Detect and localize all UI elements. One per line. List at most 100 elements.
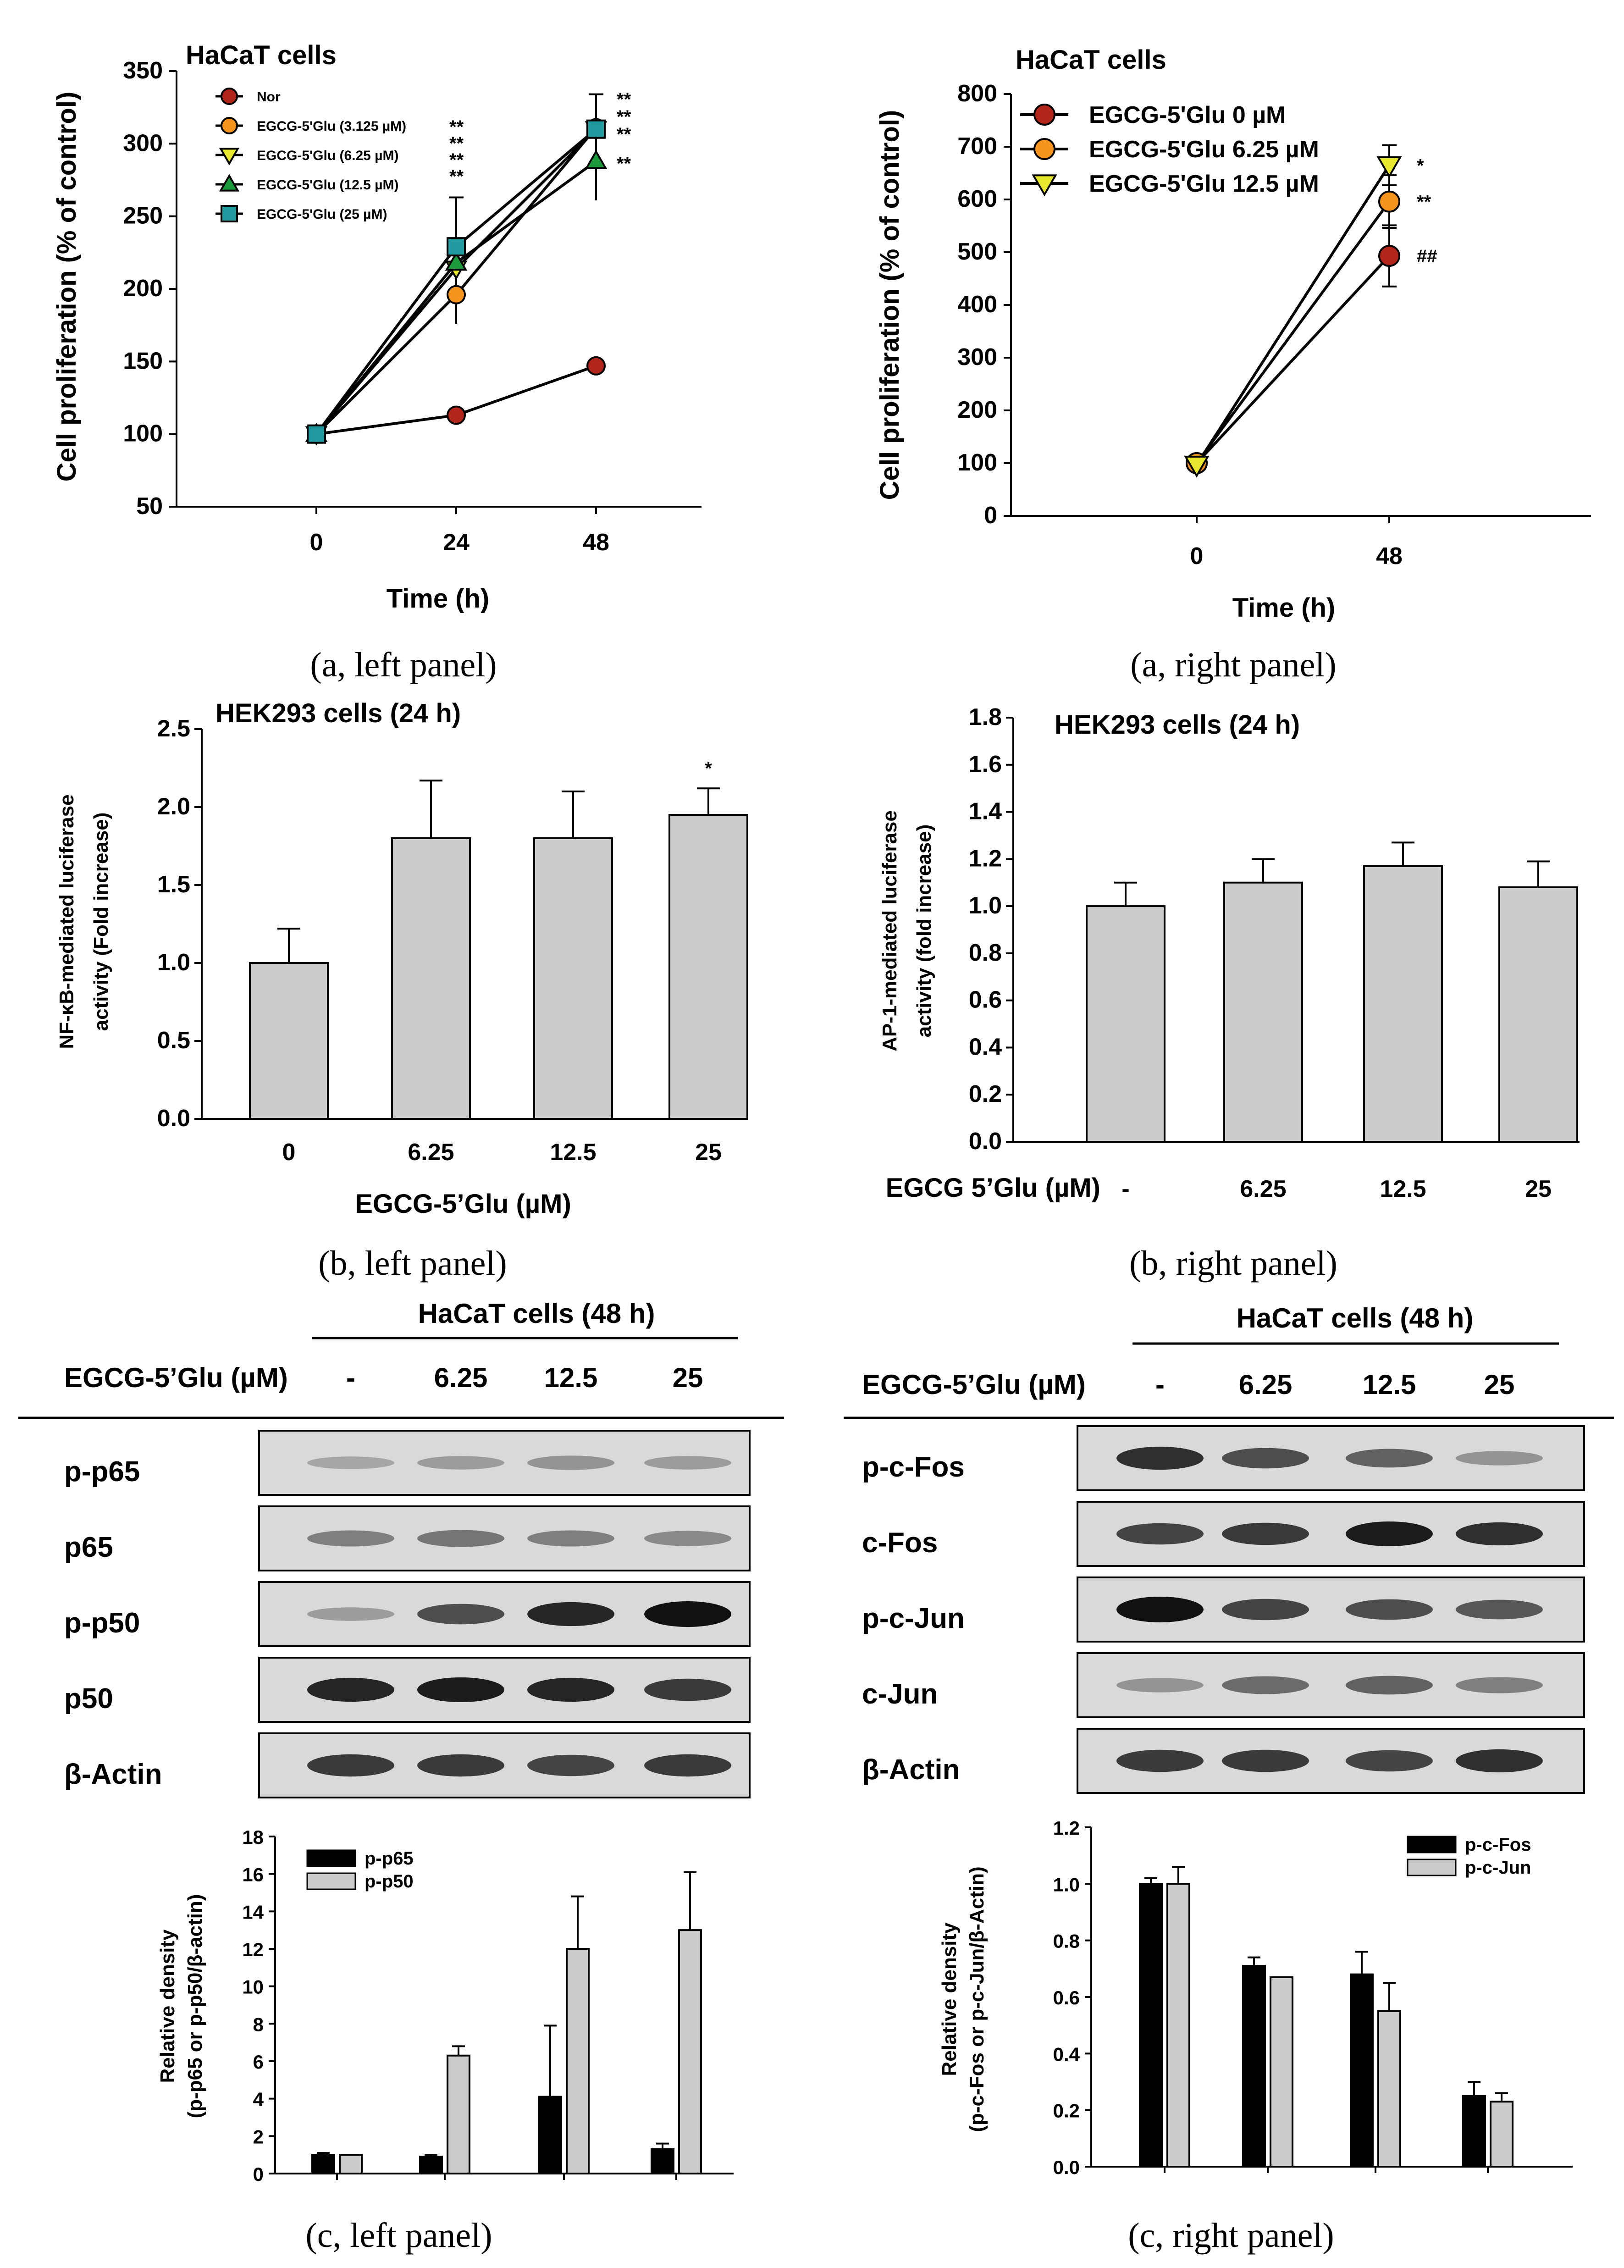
- aR-series-0-point-1: [1378, 245, 1400, 267]
- chart-c-right: 0.0 0.2 0.4 0.6 0.8 1.0 1.2 p-c-Fos p-c-Jun Rel…: [938, 1817, 1573, 2255]
- a-right-legend: EGCG-5'Glu 0 µM EGCG-5'Glu 6.25 µM EGCG-5'…: [1020, 102, 1319, 197]
- cL-blot-band-1-3: [644, 1531, 731, 1546]
- cR-blot-band-0-2: [1346, 1449, 1433, 1468]
- cL-blot-band-1-2: [527, 1530, 614, 1547]
- bL-yticks-label-5: 2.5: [157, 715, 190, 742]
- cR-blot-band-4-1: [1222, 1749, 1309, 1772]
- cR-blot-band-2-0: [1116, 1597, 1204, 1622]
- cL-blot-band-2-2: [527, 1602, 614, 1626]
- bR-xlabel-1: 6.25: [1240, 1176, 1286, 1202]
- aL-series-4-point-1: [447, 237, 466, 257]
- bL-yticks-label-2: 1.0: [157, 949, 190, 976]
- c-left-treatment-3: 25: [673, 1362, 703, 1393]
- a-left-ylabel: Cell proliferation (% of control): [52, 92, 82, 482]
- cR-s0-bar-1: [1242, 1965, 1266, 2168]
- b-left-y-ticks: 0.0 0.5 1.0 1.5 2.0 2.5: [157, 715, 202, 1132]
- cL-yticks-label-5: 10: [242, 1976, 264, 1998]
- aR-yticks-label-5: 500: [957, 238, 997, 265]
- chart-a-left-title: HaCaT cells: [186, 40, 337, 70]
- cL-blot-band-4-2: [527, 1754, 614, 1776]
- c-left-blot-membranes: [258, 1430, 751, 1798]
- aR-series-1-line: [1195, 200, 1391, 464]
- aR-yticks-label-7: 700: [957, 133, 997, 160]
- bR-bar-1: [1223, 881, 1303, 1143]
- a-right-series: ##***: [1184, 144, 1437, 478]
- cL-yticks-label-6: 12: [242, 1939, 264, 1960]
- b-left-ylabel-line2: activity (Fold increase): [90, 813, 112, 1031]
- c-left-ylabel-line2: (p-p65 or p-p50/β-actin): [184, 1894, 206, 2119]
- cR-blot-band-4-2: [1346, 1750, 1433, 1772]
- bL-bar-0: [249, 962, 329, 1120]
- c-right-bars: [1139, 1866, 1514, 2173]
- caption-a-right: (a, right panel): [1130, 646, 1336, 684]
- aL-series-0-point-1: [447, 405, 466, 425]
- bL-xlabel-1: 6.25: [408, 1139, 454, 1166]
- aR-legend-1-marker: [1033, 138, 1055, 160]
- cR-blot-band-2-2: [1346, 1599, 1433, 1620]
- cL-legend-label-1: p-p50: [365, 1871, 414, 1892]
- aL-legend-1-marker: [221, 117, 238, 134]
- aL-yticks-label-2: 150: [123, 348, 163, 374]
- cR-s0-bar-2: [1350, 1973, 1374, 2168]
- bR-xlabel-0: -: [1121, 1176, 1129, 1202]
- aL-series-4-point-2: [586, 119, 606, 139]
- a-right-x-ticks: 0 48: [1190, 516, 1403, 570]
- caption-c-right: (c, right panel): [1128, 2216, 1334, 2255]
- cL-s0-bar-3: [651, 2148, 674, 2174]
- aR-yticks-label-0: 0: [984, 502, 997, 529]
- cR-legend-label-0: p-c-Fos: [1465, 1835, 1531, 1855]
- aL-legend-3-label: EGCG-5'Glu (12.5 µM): [257, 177, 398, 193]
- cL-s0-bar-1: [419, 2156, 443, 2174]
- a-left-significance: ****************: [449, 89, 631, 187]
- cL-s1-bar-2: [566, 1948, 590, 2174]
- aL-sig48-1: **: [617, 107, 631, 127]
- aL-yticks-label-1: 100: [123, 420, 163, 447]
- cL-blot-band-3-2: [527, 1677, 614, 1702]
- caption-a-left: (a, left panel): [310, 646, 497, 684]
- aR-yticks-label-8: 800: [957, 80, 997, 107]
- chart-b-right: HEK293 cells (24 h) 0.0 0.2 0.4 0.6 0.8 1.0 1.…: [878, 704, 1580, 1283]
- c-right-ylabel-line2: (p-c-Fos or p-c-Jun/β-Actin): [966, 1866, 988, 2132]
- blot-c-left: HaCaT cells (48 h) EGCG-5’Glu (µM) - 6.2…: [18, 1298, 784, 1798]
- chart-b-left: HEK293 cells (24 h) 0.0 0.5 1.0 1.5 2.0 2.5 *…: [55, 698, 748, 1283]
- c-left-treatment-label: EGCG-5’Glu (µM): [64, 1362, 288, 1393]
- aR-series-2-sig: *: [1417, 155, 1424, 176]
- cL-s1-bar-3: [678, 1929, 702, 2174]
- cL-legend-label-0: p-p65: [365, 1848, 414, 1869]
- a-right-ylabel: Cell proliferation (% of control): [875, 110, 905, 500]
- bL-xlabel-3: 25: [695, 1139, 722, 1166]
- aL-xlabel-2: 48: [583, 529, 609, 556]
- cR-blot-band-1-3: [1456, 1522, 1543, 1546]
- cR-blot-band-2-3: [1456, 1599, 1543, 1620]
- cR-s1-bar-3: [1490, 2101, 1514, 2168]
- aR-legend-0-label: EGCG-5'Glu 0 µM: [1089, 102, 1286, 128]
- aR-yticks-label-4: 400: [957, 291, 997, 318]
- c-right-blot-membranes: [1077, 1425, 1585, 1794]
- cL-legend-swatch-1: [306, 1872, 356, 1890]
- b-left-ylabel-line1: NF-κB-mediated luciferase: [55, 794, 78, 1049]
- cL-blot-band-0-3: [644, 1456, 731, 1470]
- bR-xlabel-2: 12.5: [1380, 1176, 1426, 1202]
- cL-blot-membrane-0: [258, 1430, 751, 1496]
- cL-s0-bar-2: [538, 2096, 562, 2175]
- cL-blot-band-4-3: [644, 1754, 731, 1777]
- bL-yticks-label-3: 1.5: [157, 871, 190, 898]
- cL-yticks-label-9: 18: [242, 1826, 264, 1848]
- c-right-legend: p-c-Fos p-c-Jun: [1407, 1835, 1531, 1878]
- aL-legend-0-label: Nor: [257, 89, 281, 105]
- bR-xlabel-3: 25: [1525, 1176, 1552, 1202]
- aL-xlabel-0: 0: [310, 529, 323, 556]
- c-right-treatment-label: EGCG-5’Glu (µM): [862, 1369, 1086, 1400]
- c-left-row-label-0: p-p65: [64, 1456, 140, 1488]
- aL-yticks-label-4: 250: [123, 203, 163, 229]
- bL-yticks-label-4: 2.0: [157, 793, 190, 820]
- aR-series-0-sig: ##: [1417, 246, 1437, 266]
- chart-a-left: HaCaT cells 50 100 150 200 250 300 350 0 24 48 T…: [52, 40, 702, 684]
- cL-blot-band-2-0: [307, 1607, 394, 1621]
- chart-b-left-title: HEK293 cells (24 h): [215, 698, 461, 728]
- cL-blot-band-2-1: [417, 1604, 504, 1625]
- aL-series-1-point-1: [447, 285, 466, 304]
- cR-yticks-label-0: 0.0: [1053, 2157, 1080, 2178]
- b-left-xlabel: EGCG-5’Glu (µM): [355, 1189, 571, 1219]
